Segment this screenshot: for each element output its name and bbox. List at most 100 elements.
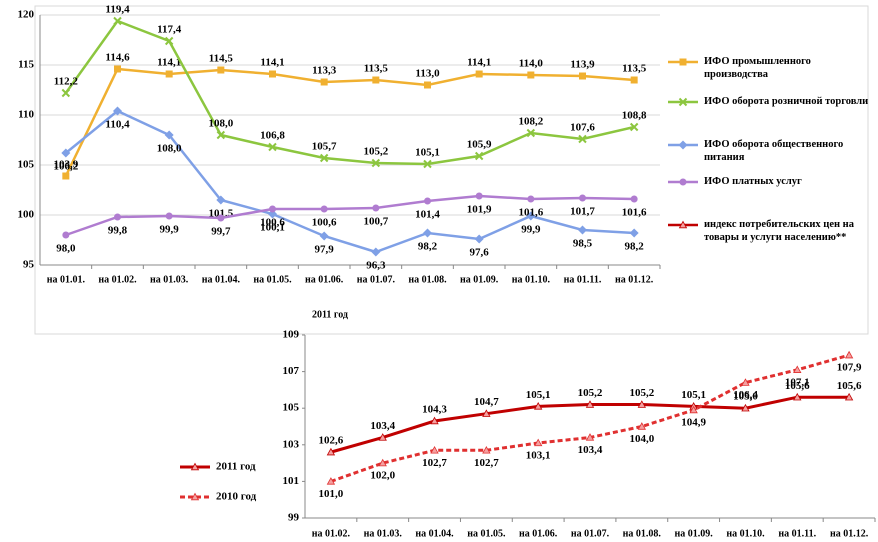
marker [423, 228, 432, 238]
data-label: 105,2 [363, 146, 388, 158]
marker [165, 70, 173, 78]
data-label: 107,1 [785, 376, 810, 388]
y-tick-label: 99 [288, 512, 300, 524]
marker [371, 158, 381, 168]
y-tick-label: 110 [18, 109, 34, 121]
data-label: 114,1 [467, 57, 491, 69]
data-label: 112,2 [54, 76, 79, 88]
data-label: 105,1 [526, 389, 551, 401]
data-label: 114,6 [105, 52, 130, 64]
marker [114, 65, 121, 73]
data-label: 113,5 [622, 63, 647, 75]
x-tick-label: на 01.08. [623, 528, 662, 539]
data-label: 110,4 [105, 119, 130, 131]
marker [371, 247, 381, 257]
marker [190, 492, 200, 501]
marker [637, 422, 646, 430]
data-label: 97,9 [315, 244, 335, 256]
x-tick-label: на 01.10. [726, 528, 765, 539]
x-axis-label: 2011 год [312, 309, 348, 320]
marker [689, 405, 698, 414]
marker [527, 71, 535, 79]
marker [793, 392, 802, 401]
marker [326, 447, 336, 456]
data-label: 103,4 [578, 444, 603, 456]
data-label: 114,1 [157, 57, 181, 69]
y-tick-label: 103 [283, 438, 300, 450]
marker [578, 225, 587, 235]
legend-label: 2011 год [216, 461, 256, 473]
data-label: 114,0 [519, 58, 544, 70]
x-tick-label: на 01.12. [830, 528, 869, 539]
data-label: 99,9 [160, 224, 180, 236]
marker [430, 416, 439, 425]
marker [319, 231, 329, 241]
data-label: 103,4 [370, 420, 395, 432]
data-label: 117,4 [157, 24, 182, 36]
series-line [64, 67, 635, 177]
marker [741, 403, 750, 412]
marker [113, 106, 122, 116]
data-label: 108,0 [157, 143, 182, 155]
legend-label: 2010 год [216, 491, 257, 503]
marker [114, 213, 121, 221]
marker [579, 72, 586, 80]
data-label: 101,6 [622, 207, 647, 219]
data-label: 107,6 [570, 122, 595, 134]
data-label: 102,7 [422, 457, 447, 469]
marker [217, 214, 225, 222]
data-label: 101,4 [415, 209, 440, 221]
data-label: 102,6 [319, 435, 344, 447]
data-label: 105,1 [681, 389, 706, 401]
legend-label: ИФО промышленного производства [704, 56, 811, 80]
marker [741, 378, 750, 386]
data-label: 100,7 [363, 216, 388, 228]
marker [372, 204, 380, 212]
data-label: 98,5 [573, 238, 593, 250]
data-label: 97,6 [470, 247, 490, 259]
data-label: 106,8 [260, 130, 285, 142]
marker [269, 70, 276, 78]
marker [679, 58, 687, 66]
data-label: 101,6 [518, 207, 543, 219]
data-label: 105,1 [415, 147, 440, 159]
marker [579, 194, 586, 202]
data-label: 114,1 [260, 57, 284, 69]
data-label: 113,5 [364, 63, 389, 75]
x-tick-label: на 01.10. [512, 274, 551, 285]
marker [216, 130, 226, 140]
marker [320, 205, 328, 213]
marker [319, 153, 329, 163]
data-label: 114,5 [209, 53, 234, 65]
data-label: 106,4 [733, 389, 758, 401]
legend-label: ИФО оборота розничной торговли [704, 96, 869, 107]
data-label: 104,9 [681, 417, 706, 429]
data-label: 101,9 [467, 204, 492, 216]
x-tick-label: на 01.02. [312, 528, 351, 539]
x-tick-label: на 01.03. [364, 528, 403, 539]
x-tick-label: на 01.07. [571, 528, 610, 539]
marker [164, 36, 174, 46]
marker [527, 195, 535, 203]
x-tick-label: на 01.02. [98, 274, 137, 285]
marker [678, 97, 688, 107]
marker [326, 477, 336, 485]
y-tick-label: 109 [283, 329, 300, 341]
data-label: 119,4 [105, 4, 130, 16]
series-line [64, 19, 635, 166]
data-label: 105,6 [837, 380, 862, 392]
legend-label: ИФО платных услуг [704, 176, 802, 187]
data-label: 105,6 [785, 380, 810, 392]
y-tick-label: 101 [283, 475, 300, 487]
y-tick-label: 107 [283, 365, 300, 377]
marker [585, 433, 595, 441]
marker [424, 81, 431, 89]
x-tick-label: на 01.06. [519, 528, 558, 539]
chart-frame [34, 5, 869, 335]
data-label: 107,9 [837, 362, 862, 374]
y-tick-label: 120 [18, 9, 35, 21]
marker [165, 212, 173, 220]
data-label: 102,7 [474, 457, 499, 469]
data-label: 113,9 [570, 59, 595, 71]
